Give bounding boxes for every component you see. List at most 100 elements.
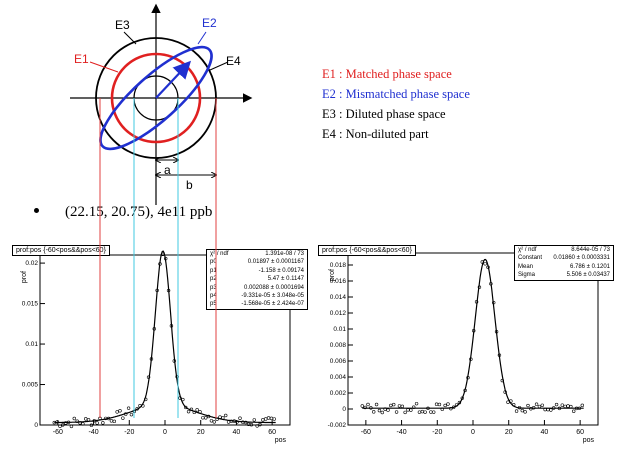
data-point [269, 416, 274, 421]
data-point [118, 409, 122, 413]
phase-space-diagram: E1 E3 E2 E4 a b [60, 0, 260, 215]
data-point [537, 404, 542, 409]
left-stat-key: p5 [210, 301, 217, 308]
data-point [366, 402, 370, 407]
data-point [414, 401, 419, 406]
x-tick-label: -40 [397, 429, 407, 436]
data-point [61, 423, 65, 427]
data-point [266, 416, 271, 420]
x-tick-label: 20 [505, 429, 513, 436]
data-point [272, 417, 276, 421]
legend-item-e3: E3 : Diluted phase space [322, 107, 446, 121]
fit-curve [54, 250, 276, 424]
left-stat-row: p5 -1.568e-05 ± 2.424e-07 [207, 300, 307, 308]
e2-pointer [197, 31, 207, 45]
x-tick-label: -60 [361, 429, 371, 436]
data-point [380, 410, 384, 415]
right-stat-row: Sigma 5.506 ± 0.03437 [515, 271, 613, 279]
right-stat-key: Constant [518, 255, 543, 262]
x-axis-label: pos [275, 437, 287, 444]
y-tick-label: 0.02 [25, 260, 38, 267]
data-point [397, 404, 402, 408]
data-point [109, 419, 114, 423]
data-point [540, 403, 544, 407]
right-stat-value: 0.01860 ± 0.0003331 [553, 255, 610, 262]
x-tick-label: 20 [197, 429, 205, 436]
mismatch-vector-arrow [155, 60, 192, 99]
e1-pointer [89, 61, 119, 73]
data-point [226, 420, 231, 424]
bullet-icon [34, 208, 39, 214]
data-point [409, 408, 413, 412]
data-point [526, 403, 530, 408]
e2-label: E2 [202, 16, 217, 30]
y-tick-label: 0.002 [330, 390, 347, 397]
y-tick-label: 0.006 [330, 358, 347, 365]
left-plot-svg: -60 -40 -20 0 20 40 60 0 0.005 0.01 0.015 0.02 pos pr… [21, 250, 291, 444]
data-point [372, 410, 376, 414]
y-tick-label: -0.002 [328, 422, 347, 429]
data-point [224, 413, 228, 418]
y-tick-label: 0.004 [330, 374, 347, 381]
data-point [264, 417, 268, 421]
data-point [403, 410, 407, 415]
left-fit-statsbox: χ² / ndf 1.391e-08 / 73 p0 0.01897 ± 0.0001… [206, 249, 308, 310]
left-stat-key: p4 [210, 293, 217, 300]
data-point [374, 402, 379, 407]
data-point [261, 418, 265, 422]
legend-item-e4: E4 : Non-diluted part [322, 127, 429, 141]
e4-label: E4 [226, 54, 241, 68]
data-point [420, 409, 424, 414]
left-stat-value: 0.01897 ± 0.0001167 [247, 259, 304, 266]
data-point [195, 408, 199, 412]
data-point [429, 410, 433, 414]
right-stat-row: Mean 6.786 ± 0.1201 [515, 263, 613, 271]
data-point [249, 423, 254, 427]
left-stat-key: χ² / ndf [210, 251, 229, 257]
data-point [563, 404, 567, 409]
data-point [115, 410, 119, 414]
data-point [81, 422, 85, 426]
x-tick-label: -20 [432, 429, 442, 436]
y-tick-label: 0.005 [22, 382, 39, 389]
left-plot-title: prof:pos {-60<pos&&pos<60} [12, 245, 110, 256]
data-point [258, 422, 262, 427]
data-point [446, 402, 450, 406]
x-tick-label: 0 [471, 429, 475, 436]
right-stat-value: 5.506 ± 0.03437 [566, 272, 610, 279]
left-stat-row: p0 0.01897 ± 0.0001167 [207, 258, 307, 266]
left-stat-value: 5.47 ± 0.1147 [267, 276, 304, 283]
y-tick-label: 0.008 [330, 342, 347, 349]
data-point [389, 403, 393, 408]
left-stat-row: p3 0.002088 ± 0.0001694 [207, 284, 307, 292]
x-tick-label: -20 [124, 429, 134, 436]
left-stat-value: 0.002088 ± 0.0001694 [243, 284, 304, 291]
e3-pointer [123, 31, 137, 45]
data-point [560, 403, 564, 407]
data-point [238, 416, 242, 420]
right-fit-statsbox: χ² / ndf 8.644e-05 / 73 Constant 0.01860 ± … [514, 245, 614, 281]
data-point [394, 410, 399, 414]
y-tick-label: 0 [342, 406, 346, 413]
left-stat-key: p2 [210, 276, 217, 283]
data-point [523, 410, 527, 414]
data-point [449, 406, 453, 411]
data-point [186, 409, 191, 414]
data-point [377, 408, 382, 413]
left-stat-value: 1.391e-08 / 73 [265, 251, 304, 257]
data-point [255, 424, 259, 428]
fit-curve [362, 258, 584, 409]
left-stat-row: p4 -9.331e-05 ± 3.048e-05 [207, 292, 307, 300]
data-point [400, 404, 404, 409]
data-point [209, 419, 214, 423]
beam-parameters-bullet: (22.15, 20.75), 4e11 ppb [34, 204, 212, 221]
y-tick-label: 0.018 [330, 262, 347, 269]
data-point [580, 403, 584, 408]
y-axis-label: prof [21, 271, 28, 283]
data-point [58, 424, 62, 428]
beam-parameters-text: (22.15, 20.75), 4e11 ppb [65, 204, 213, 220]
data-point [432, 410, 436, 414]
data-point [89, 423, 94, 427]
right-plot-svg: -60 -40 -20 0 20 40 60 -0.002 0 0.002 0.004 0.006 0.… [328, 252, 599, 444]
data-point [121, 416, 125, 420]
